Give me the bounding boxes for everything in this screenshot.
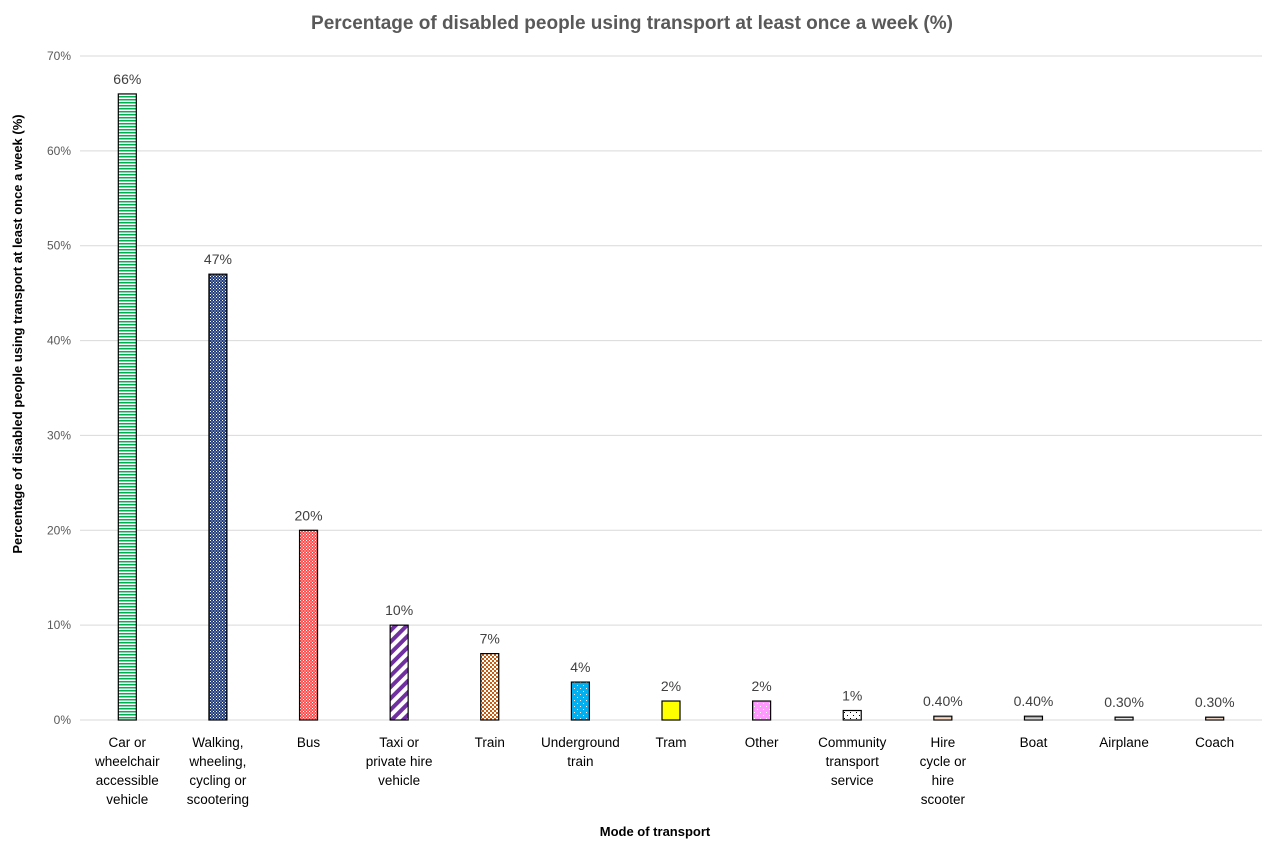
y-tick-label: 10% [47,618,71,632]
data-label: 10% [385,602,413,618]
data-label: 0.30% [1195,694,1235,710]
x-axis-ticks: Car or wheelchair accessible vehicle Walking… [94,735,1234,807]
bar [389,624,409,721]
x-tick-label: Hire cycle or hire scooter [920,735,967,807]
y-axis-title: Percentage of disabled people using tran… [10,114,25,553]
data-label: 2% [661,678,681,694]
data-label: 1% [842,688,862,704]
x-tick-label: Taxi or private hire vehicle [366,735,433,788]
x-tick-label: Car or wheelchair accessible vehicle [94,735,160,807]
data-label: 47% [204,251,232,267]
data-label: 2% [751,678,771,694]
data-label: 20% [295,507,323,523]
y-tick-label: 0% [54,713,72,727]
x-tick-label: Underground train [541,735,620,769]
y-tick-label: 70% [47,49,71,63]
bar [752,700,772,721]
bar [933,715,953,721]
bars [117,93,1225,721]
x-tick-label: Tram [656,735,687,750]
bar [208,273,228,721]
x-axis-title: Mode of transport [600,824,711,839]
bar [570,681,590,721]
data-labels: 66% 47% 20% 10% 7% 4% 2% 2% 1% 0.40% 0.40% 0.30% 0.3… [113,71,1234,710]
bar [661,700,681,721]
data-label: 66% [113,71,141,87]
data-label: 0.40% [923,693,963,709]
y-tick-label: 50% [47,239,71,253]
x-tick-label: Train [475,735,505,750]
bar [842,709,862,721]
x-tick-label: Walking, wheeling, cycling or scootering [187,735,249,807]
data-label: 4% [570,659,590,675]
x-tick-label: Coach [1195,735,1234,750]
x-tick-label: Bus [297,735,321,750]
x-tick-label: Other [745,735,779,750]
x-tick-label: Boat [1020,735,1048,750]
y-tick-label: 40% [47,334,71,348]
bar [1205,716,1225,721]
y-tick-label: 30% [47,428,71,442]
data-label: 0.40% [1014,693,1054,709]
bar [1023,715,1044,721]
x-tick-label: Airplane [1099,735,1149,750]
y-tick-label: 20% [47,523,71,537]
gridlines [80,55,1262,721]
bar [117,93,137,721]
y-axis-ticks: 0% 10% 20% 30% 40% 50% 60% 70% [47,49,71,727]
chart-title: Percentage of disabled people using tran… [311,13,953,34]
bar [480,652,500,721]
bar [298,529,319,721]
data-label: 0.30% [1104,694,1144,710]
bar [1114,716,1134,721]
data-label: 7% [480,631,500,647]
x-tick-label: Community transport service [818,735,887,788]
y-tick-label: 60% [47,144,71,158]
